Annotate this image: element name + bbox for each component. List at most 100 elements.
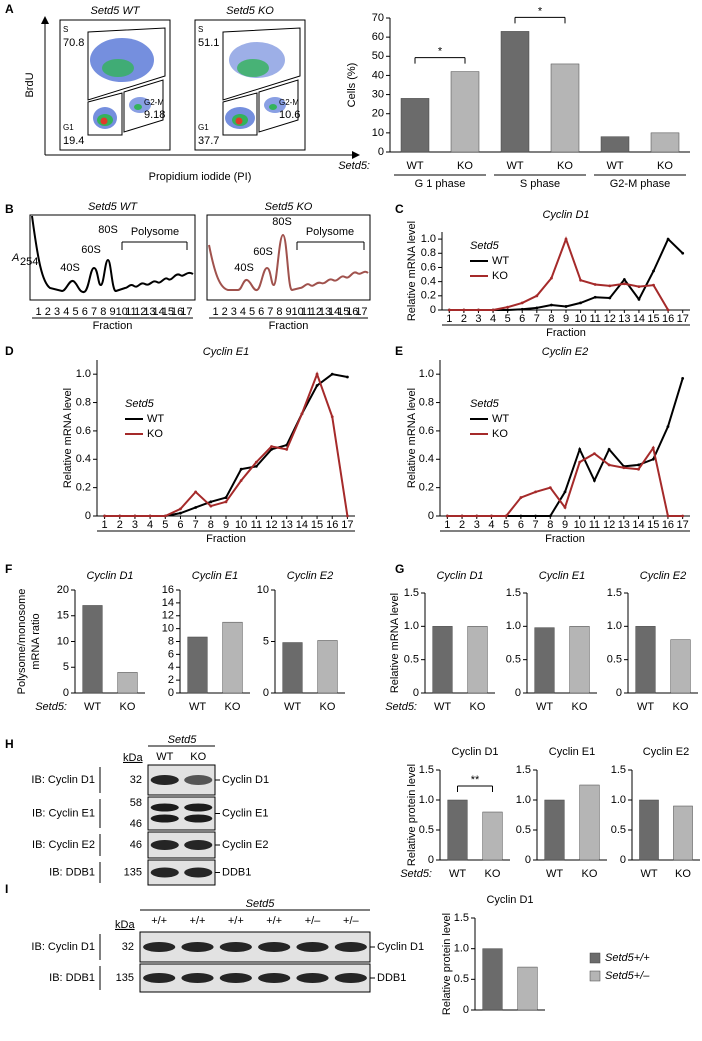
- profile-trace: [208, 233, 369, 292]
- y-tick-label: 1.5: [404, 587, 419, 599]
- x-tick-label: 17: [677, 313, 689, 325]
- kda-value: 32: [130, 774, 142, 786]
- lane-label: +/+: [190, 915, 206, 927]
- target-label: Cyclin E2: [222, 839, 268, 851]
- bar: [450, 71, 480, 153]
- y-tick-label: 0: [263, 687, 269, 699]
- bar: [222, 621, 243, 694]
- series-line: [447, 445, 683, 517]
- bar: [639, 799, 659, 861]
- gate-label: G2-M: [279, 98, 299, 107]
- chart-title: Cyclin D1: [451, 746, 498, 758]
- y-tick-label: 0: [85, 510, 91, 522]
- x-axis-title: Fraction: [206, 533, 246, 545]
- profile-title: Setd5 KO: [265, 201, 313, 213]
- bar: [400, 98, 430, 153]
- chart-title: Cyclin E1: [203, 346, 249, 358]
- y-axis-title: Polysome/monosome: [16, 589, 28, 695]
- point: [209, 500, 213, 504]
- point: [593, 479, 596, 482]
- x-tick-label: 7: [534, 313, 540, 325]
- point: [179, 511, 182, 515]
- point: [315, 372, 319, 376]
- y-axis-title: Relative mRNA level: [406, 221, 418, 321]
- x-tick-label: 10: [235, 519, 247, 531]
- fraction-label: 17: [180, 306, 192, 318]
- x-tick-label: 14: [633, 313, 645, 325]
- x-tick-label: 9: [562, 519, 568, 531]
- point: [681, 251, 685, 255]
- x-tick-label: KO: [673, 701, 689, 713]
- fraction-label: 4: [63, 306, 69, 318]
- series-line: [104, 373, 348, 517]
- y-tick-label: 0.6: [421, 261, 436, 273]
- point: [209, 504, 213, 508]
- profile-box: [29, 214, 196, 301]
- ib-label: IB: DDB1: [49, 866, 95, 878]
- band: [143, 942, 176, 952]
- kda-value: 32: [122, 941, 134, 953]
- point: [224, 496, 228, 499]
- plot-title: Setd5 WT: [91, 5, 141, 17]
- y-tick-label: 16: [162, 584, 174, 596]
- y-axis-title: Relative protein level: [406, 764, 418, 866]
- target-label: Cyclin D1: [377, 941, 424, 953]
- y-tick-label: 1.5: [454, 912, 469, 924]
- y-tick-label: 0.6: [419, 425, 434, 437]
- y-tick-label: 8: [168, 635, 174, 647]
- x-tick-label: 13: [618, 313, 630, 325]
- legend-label: WT: [492, 255, 509, 267]
- y-tick-label: 0.4: [76, 453, 91, 465]
- point: [520, 301, 524, 305]
- x-tick-label: 4: [147, 519, 153, 531]
- x-tick-label: 10: [574, 519, 586, 531]
- bar: [635, 626, 656, 694]
- legend-title: Setd5: [125, 398, 155, 410]
- point: [607, 447, 611, 451]
- y-tick-label: 10: [257, 584, 269, 596]
- band: [184, 840, 213, 850]
- y-tick-label: 60: [372, 31, 384, 43]
- legend-label: KO: [147, 428, 163, 440]
- point: [681, 377, 685, 380]
- y-tick-label: 6: [168, 648, 174, 660]
- x-tick-label: 1: [444, 519, 450, 531]
- x-tick-label: WT: [536, 701, 553, 713]
- fraction-label: 1: [212, 306, 218, 318]
- plot-frame: [194, 19, 306, 151]
- point: [163, 514, 167, 518]
- fraction-label: 17: [355, 306, 367, 318]
- x-tick-label: WT: [434, 701, 451, 713]
- panel-letter: C: [395, 202, 404, 216]
- point: [506, 308, 510, 312]
- x-tick-label: 11: [251, 519, 262, 531]
- fraction-label: 2: [45, 306, 51, 318]
- x-tick-label: KO: [120, 701, 136, 713]
- cell-cloud: [235, 117, 243, 125]
- point: [637, 285, 641, 288]
- cell-cloud: [102, 59, 134, 77]
- point: [133, 514, 137, 518]
- y-tick-label: 0: [620, 854, 626, 866]
- gate-value: 70.8: [63, 37, 84, 49]
- gate-value: 10.6: [279, 109, 300, 121]
- axis-title: A: [11, 252, 19, 264]
- y-tick-label: 1.0: [607, 620, 622, 632]
- series-line: [449, 236, 669, 311]
- y-tick-label: 30: [372, 88, 384, 100]
- y-tick-label: 1.0: [419, 368, 434, 380]
- panel-letter: A: [5, 2, 14, 16]
- target-label: DDB1: [377, 972, 406, 984]
- band: [150, 803, 179, 812]
- point: [506, 305, 510, 309]
- peak-label: 80S: [272, 216, 292, 228]
- chart-title: Cyclin E1: [539, 570, 585, 582]
- x-tick-label: 9: [223, 519, 229, 531]
- gate-label: G1: [198, 123, 209, 132]
- y-axis-title: mRNA ratio: [30, 613, 42, 669]
- point: [300, 412, 304, 416]
- point: [564, 237, 568, 241]
- point: [285, 447, 289, 451]
- x-tick-label: KO: [675, 868, 691, 880]
- x-prefix: Setd5:: [338, 160, 370, 172]
